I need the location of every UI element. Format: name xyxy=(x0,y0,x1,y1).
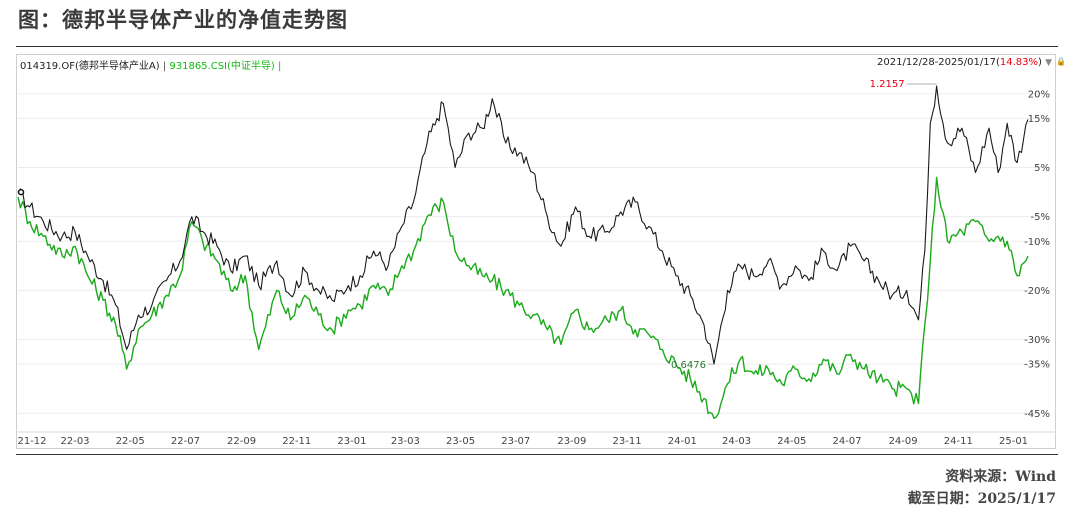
chart-legend: 014319.OF(德邦半导体产业A) | 931865.CSI(中证半导) | xyxy=(20,57,281,72)
source-note: 资料来源：Wind xyxy=(945,469,1056,485)
date-range-text: 2021/12/28-2025/01/17 xyxy=(877,57,996,68)
figure-title: 图：德邦半导体产业的净值走势图 xyxy=(18,7,348,32)
date-range-selector[interactable]: 2021/12/28-2025/01/17(14.83%) ▼ 🔒 xyxy=(877,57,1066,68)
legend-index[interactable]: 931865.CSI(中证半导) xyxy=(169,61,275,72)
legend-separator: | xyxy=(162,61,167,72)
range-return-pct: 14.83% xyxy=(999,57,1038,68)
chart-frame xyxy=(16,54,1056,449)
dropdown-arrow-icon[interactable]: ▼ xyxy=(1045,58,1052,68)
range-open-paren: ( xyxy=(995,57,1000,68)
range-close-paren: ) xyxy=(1037,57,1042,68)
lock-icon[interactable]: 🔒 xyxy=(1056,57,1066,66)
top-rule xyxy=(16,46,1058,47)
bottom-rule xyxy=(16,454,1058,455)
legend-trailing-separator: | xyxy=(278,61,282,72)
legend-fund[interactable]: 014319.OF(德邦半导体产业A) xyxy=(20,61,160,72)
cutoff-date: 截至日期：2025/1/17 xyxy=(907,491,1056,507)
